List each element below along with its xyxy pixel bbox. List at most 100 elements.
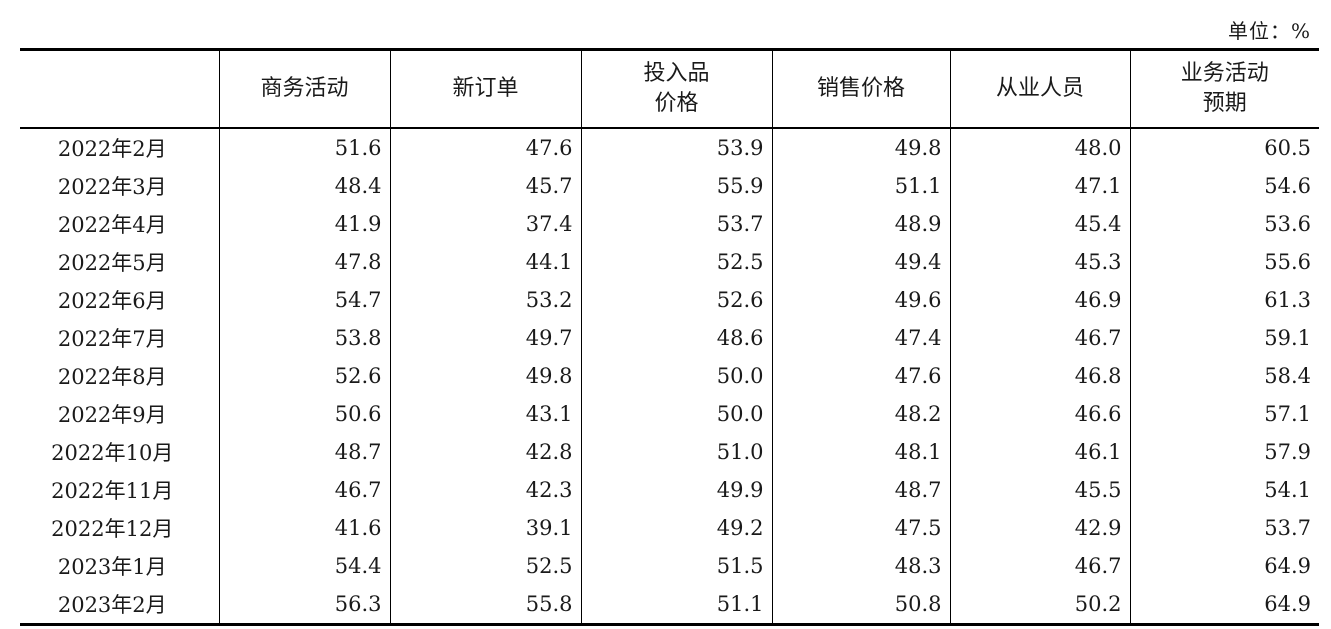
table-cell: 52.5 — [580, 242, 772, 281]
table-cell: 42.3 — [389, 470, 581, 509]
header-business-expectations: 业务活动 预期 — [1129, 48, 1319, 129]
table-row: 2022年6月 54.7 53.2 52.6 49.6 46.9 61.3 — [20, 280, 1319, 319]
table-cell: 45.5 — [949, 470, 1130, 509]
table-cell: 46.6 — [949, 394, 1130, 433]
table-cell: 44.1 — [389, 242, 581, 281]
header-line: 从业人员 — [995, 75, 1084, 101]
table-cell: 51.1 — [580, 584, 772, 626]
table-cell: 47.6 — [389, 127, 581, 167]
table-cell: 41.6 — [218, 508, 390, 547]
table-cell: 51.6 — [218, 127, 390, 167]
table-cell: 45.3 — [949, 242, 1130, 281]
table-cell: 45.4 — [949, 204, 1130, 243]
header-line: 投入品 — [643, 60, 710, 86]
table-cell: 52.6 — [218, 356, 390, 395]
row-month-label: 2022年9月 — [57, 402, 167, 427]
table-cell: 47.6 — [771, 356, 950, 395]
header-row: 商务活动 新订单 投入品价格 销售价格 从业人员 业务活动预期 — [20, 48, 1319, 129]
table-cell: 49.8 — [771, 127, 950, 167]
table-cell: 37.4 — [389, 204, 581, 243]
table-row: 2022年11月 46.7 42.3 49.9 48.7 45.5 54.1 — [20, 470, 1319, 509]
table-cell: 47.1 — [949, 166, 1130, 205]
table-cell: 48.9 — [771, 204, 950, 243]
table-cell: 39.1 — [389, 508, 581, 547]
table-header: 商务活动 新订单 投入品价格 销售价格 从业人员 业务活动预期 — [20, 48, 1319, 129]
table-cell: 53.8 — [218, 318, 390, 357]
header-input-prices: 投入品 价格 — [580, 48, 772, 129]
header-new-orders: 新订单 — [389, 48, 581, 129]
table-cell: 64.9 — [1129, 546, 1319, 585]
table-cell: 50.2 — [949, 584, 1130, 626]
table-cell: 51.5 — [580, 546, 772, 585]
table-cell: 48.7 — [771, 470, 950, 509]
table-cell: 43.1 — [389, 394, 581, 433]
header-employment: 从业人员 — [949, 48, 1130, 129]
header-line: 商务活动 — [260, 75, 349, 101]
table-cell: 53.9 — [580, 127, 772, 167]
table-row: 2022年5月 47.8 44.1 52.5 49.4 45.3 55.6 — [20, 242, 1319, 281]
table-cell: 46.7 — [949, 546, 1130, 585]
row-month-label: 2022年11月 — [51, 478, 174, 503]
header-sales-prices: 销售价格 — [771, 48, 950, 129]
table-cell: 52.5 — [389, 546, 581, 585]
table-cell: 50.0 — [580, 394, 772, 433]
row-month-label: 2023年1月 — [57, 554, 167, 579]
row-month-label: 2022年2月 — [57, 136, 167, 161]
header-line: 业务活动 — [1180, 60, 1269, 86]
row-month-label: 2023年2月 — [20, 584, 219, 626]
table-cell: 45.7 — [389, 166, 581, 205]
row-month-label: 2022年5月 — [57, 250, 167, 275]
row-month-label: 2022年3月 — [57, 174, 167, 199]
table-row: 2022年7月 53.8 49.7 48.6 47.4 46.7 59.1 — [20, 318, 1319, 357]
row-month-label: 2022年10月 — [51, 440, 174, 465]
row-month-label: 2022年6月 — [57, 288, 167, 313]
table-row: 2022年10月 48.7 42.8 51.0 48.1 46.1 57.9 — [20, 432, 1319, 471]
table-cell: 48.2 — [771, 394, 950, 433]
table-cell: 48.7 — [218, 432, 390, 471]
table-cell: 46.7 — [218, 470, 390, 509]
table-row: 2022年3月 48.4 45.7 55.9 51.1 47.1 54.6 — [20, 166, 1319, 205]
table-row: 2022年2月 51.6 47.6 53.9 49.8 48.0 60.5 — [20, 127, 1319, 167]
table-cell: 48.0 — [949, 127, 1130, 167]
table-cell: 54.4 — [218, 546, 390, 585]
table-cell: 47.5 — [771, 508, 950, 547]
table-cell: 57.9 — [1129, 432, 1319, 471]
row-month-label: 2022年8月 — [57, 364, 167, 389]
header-line: 销售价格 — [816, 75, 905, 101]
table-cell: 48.6 — [580, 318, 772, 357]
table-cell: 48.4 — [218, 166, 390, 205]
table-cell: 54.7 — [218, 280, 390, 319]
row-month-label: 2022年12月 — [51, 516, 174, 541]
table-cell: 46.1 — [949, 432, 1130, 471]
table-cell: 55.8 — [389, 584, 581, 626]
table-cell: 46.9 — [949, 280, 1130, 319]
table-cell: 60.5 — [1129, 127, 1319, 167]
table-cell: 57.1 — [1129, 394, 1319, 433]
table-row: 2022年8月 52.6 49.8 50.0 47.6 46.8 58.4 — [20, 356, 1319, 395]
header-line: 价格 — [654, 90, 699, 116]
table-row: 2023年1月 54.4 52.5 51.5 48.3 46.7 64.9 — [20, 546, 1319, 585]
table-row: 2023年2月 56.3 55.8 51.1 50.8 50.2 64.9 — [20, 584, 1319, 626]
table-cell: 64.9 — [1129, 584, 1319, 626]
table-cell: 51.1 — [771, 166, 950, 205]
table-cell: 48.1 — [771, 432, 950, 471]
header-line: 预期 — [1202, 90, 1247, 116]
header-line: 新订单 — [452, 75, 519, 101]
table-cell: 53.7 — [580, 204, 772, 243]
table-cell: 47.4 — [771, 318, 950, 357]
table-cell: 50.8 — [771, 584, 950, 626]
table-cell: 61.3 — [1129, 280, 1319, 319]
table-cell: 54.6 — [1129, 166, 1319, 205]
pmi-table: 商务活动 新订单 投入品 价格 销售价格 从业人员 业务活动 预期 2022年2月 51.6 47… — [20, 48, 1319, 626]
table-cell: 46.7 — [949, 318, 1130, 357]
table-cell: 53.2 — [389, 280, 581, 319]
table-cell: 55.6 — [1129, 242, 1319, 281]
table-cell: 56.3 — [218, 584, 390, 626]
table-cell: 49.4 — [771, 242, 950, 281]
table-cell: 48.3 — [771, 546, 950, 585]
table-cell: 46.8 — [949, 356, 1130, 395]
table-cell: 42.8 — [389, 432, 581, 471]
header-blank — [20, 48, 219, 129]
table-cell: 49.8 — [389, 356, 581, 395]
table-cell: 53.6 — [1129, 204, 1319, 243]
